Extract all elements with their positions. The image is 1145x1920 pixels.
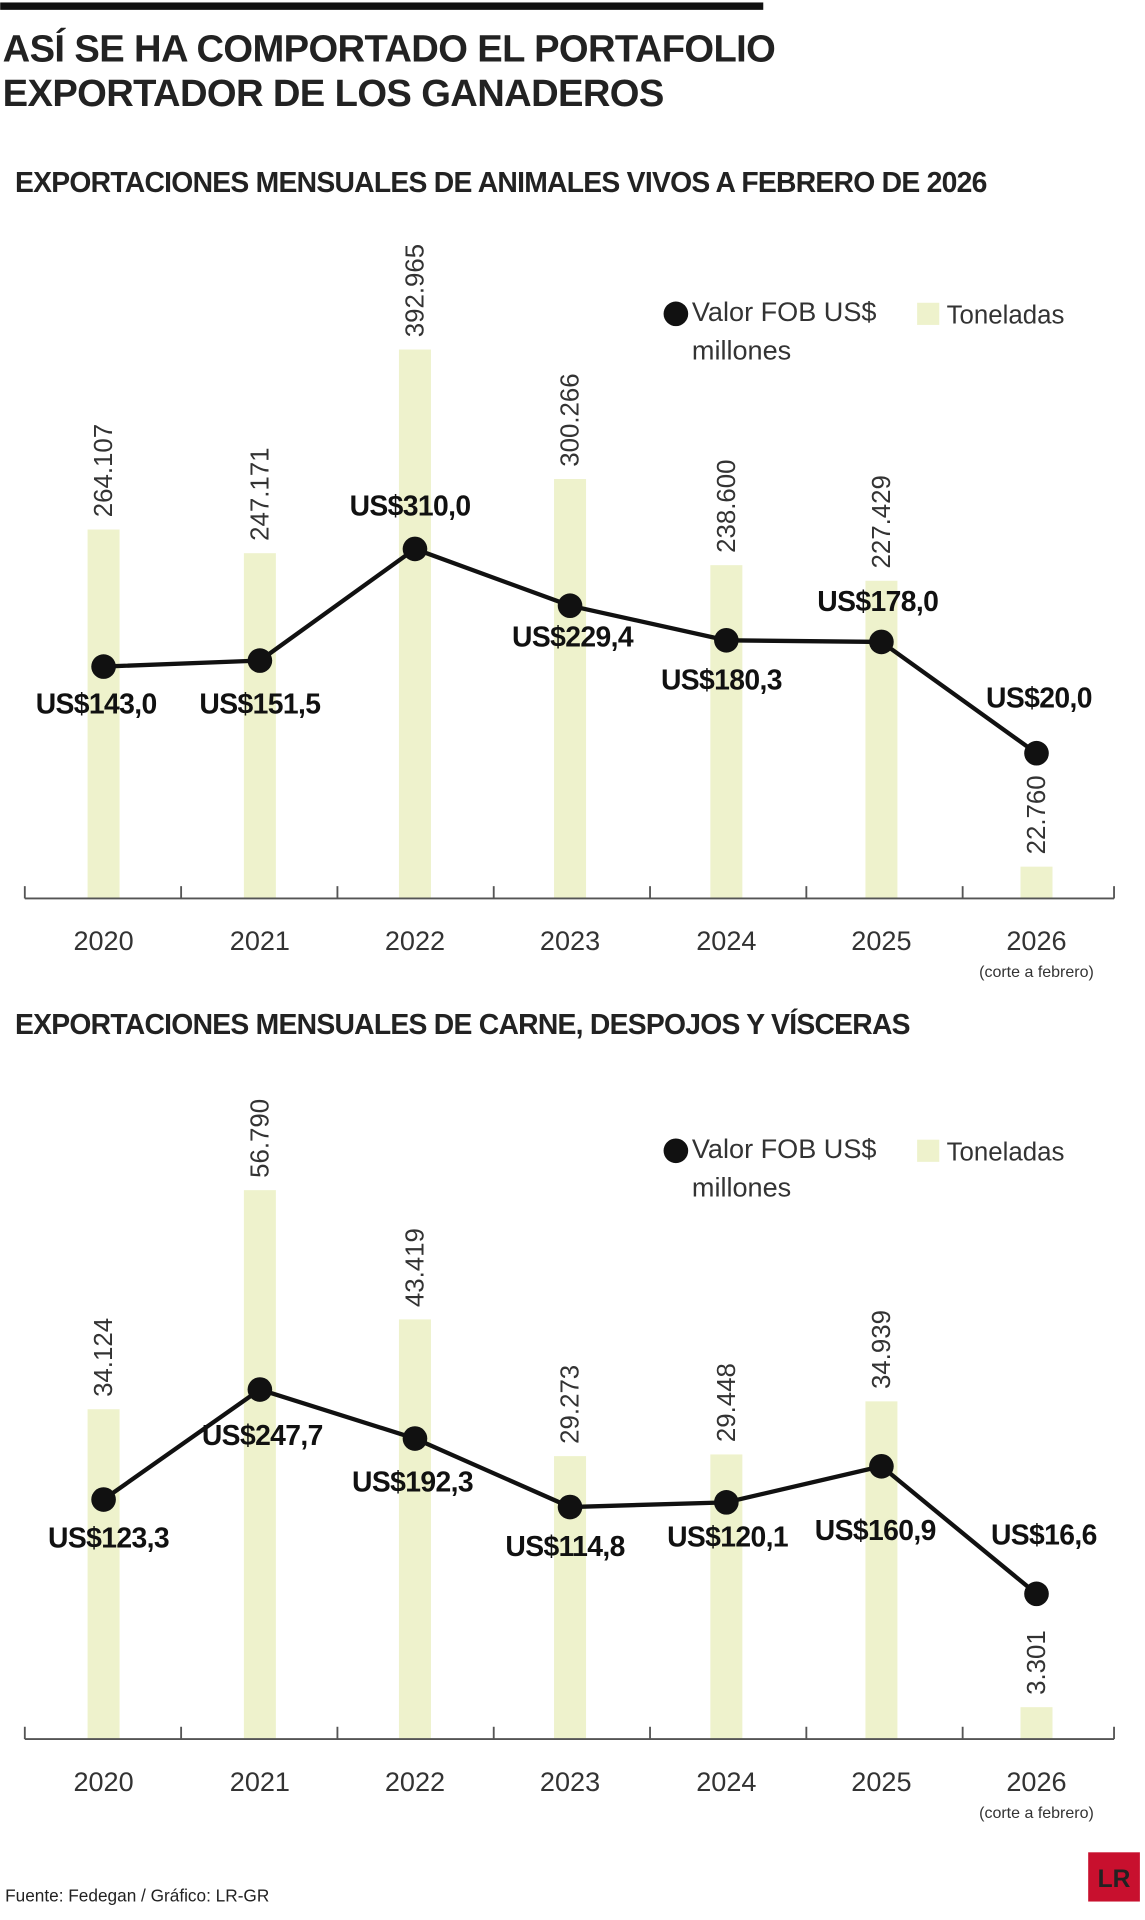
x-tick-label: 2020 bbox=[73, 925, 133, 956]
x-tick-label: 2026 bbox=[1006, 925, 1066, 956]
x-tick-label: 2022 bbox=[385, 1766, 445, 1797]
bar bbox=[87, 1409, 120, 1740]
legend-marker bbox=[663, 1138, 689, 1164]
line-point bbox=[869, 1453, 894, 1479]
line-point bbox=[557, 1494, 583, 1520]
bar-value-label: 3.301 bbox=[1023, 1630, 1051, 1695]
x-tick-label: 2026 bbox=[1006, 1766, 1066, 1797]
bar-value-label: 392.965 bbox=[402, 244, 430, 337]
bar bbox=[243, 553, 276, 899]
bar-value-label: 264.107 bbox=[90, 424, 118, 517]
line-point bbox=[247, 1377, 273, 1402]
bar-value-label: 227.429 bbox=[868, 475, 896, 568]
bar-value-label: 43.419 bbox=[402, 1228, 430, 1307]
bar-value-label: 34.124 bbox=[90, 1318, 118, 1397]
line-value-label: US$151,5 bbox=[199, 688, 320, 720]
legend-label: Valor FOB US$ millones bbox=[691, 1133, 877, 1203]
line-point bbox=[557, 593, 583, 619]
bar-value-label: 238.600 bbox=[713, 459, 741, 552]
legend-label: Valor FOB US$ millones bbox=[691, 296, 877, 366]
x-tick-label: 2023 bbox=[540, 1766, 600, 1797]
bar bbox=[1020, 866, 1053, 899]
bar bbox=[398, 1319, 431, 1740]
top-rule bbox=[0, 2, 764, 10]
bar bbox=[710, 565, 743, 899]
line-value-label: US$229,4 bbox=[512, 620, 634, 652]
legend-label: Toneladas bbox=[947, 1139, 1065, 1167]
bar-value-label: 56.790 bbox=[246, 1099, 274, 1178]
x-tick-label: 2021 bbox=[230, 1766, 290, 1797]
line-point bbox=[247, 648, 273, 673]
line-value-label: US$192,3 bbox=[352, 1465, 473, 1497]
logo-box bbox=[1088, 1852, 1140, 1902]
line-point bbox=[402, 1426, 428, 1451]
legend-marker bbox=[663, 301, 689, 327]
x-tick-label: 2025 bbox=[851, 925, 911, 956]
page-title: ASÍ SE HA COMPORTADO EL PORTAFOLIO EXPOR… bbox=[2, 27, 776, 115]
legend-marker bbox=[917, 1139, 940, 1162]
axis-note: (corte a febrero) bbox=[979, 1805, 1094, 1822]
line-value-label: US$16,6 bbox=[991, 1519, 1097, 1551]
bar-value-label: 29.273 bbox=[557, 1365, 585, 1444]
x-tick-label: 2024 bbox=[696, 925, 756, 956]
line-point bbox=[91, 654, 116, 679]
line-value-label: US$247,7 bbox=[202, 1419, 323, 1451]
x-tick-label: 2020 bbox=[73, 1766, 133, 1797]
chart-subtitle: EXPORTACIONES MENSUALES DE CARNE, DESPOJ… bbox=[15, 1008, 910, 1040]
line-point bbox=[869, 629, 894, 655]
line-value-label: US$120,1 bbox=[667, 1521, 788, 1553]
line-value-label: US$114,8 bbox=[505, 1530, 624, 1562]
chart-subtitle: EXPORTACIONES MENSUALES DE ANIMALES VIVO… bbox=[15, 166, 987, 198]
x-tick-label: 2022 bbox=[385, 925, 445, 956]
bar bbox=[1020, 1707, 1053, 1740]
x-tick-label: 2024 bbox=[696, 1766, 756, 1797]
bar bbox=[398, 349, 431, 899]
legend-marker bbox=[917, 302, 940, 325]
x-tick-label: 2021 bbox=[230, 925, 290, 956]
bar-value-label: 22.760 bbox=[1023, 775, 1051, 854]
line-point bbox=[402, 536, 428, 562]
legend-box: Valor FOB US$ millones bbox=[691, 296, 877, 366]
bar-value-label: 29.448 bbox=[713, 1363, 741, 1442]
line-value-label: US$143,0 bbox=[36, 687, 157, 719]
line-value-label: US$123,3 bbox=[48, 1522, 169, 1554]
line-value-label: US$20,0 bbox=[986, 682, 1092, 714]
bar bbox=[87, 529, 120, 899]
axis-note: (corte a febrero) bbox=[979, 964, 1094, 981]
line-value-label: US$160,9 bbox=[815, 1514, 936, 1546]
x-tick-label: 2023 bbox=[540, 925, 600, 956]
line-point bbox=[714, 627, 739, 653]
x-tick-label: 2025 bbox=[851, 1766, 911, 1797]
logo: LR bbox=[1098, 1866, 1131, 1893]
legend-box: Valor FOB US$ millones bbox=[691, 1133, 877, 1203]
line-point bbox=[1024, 740, 1049, 766]
bar-value-label: 247.171 bbox=[247, 448, 275, 541]
line-value-label: US$180,3 bbox=[661, 664, 782, 696]
bar bbox=[554, 479, 587, 899]
line-point bbox=[1024, 1581, 1049, 1607]
line-value-label: US$310,0 bbox=[350, 490, 471, 522]
line-point bbox=[91, 1487, 116, 1512]
source: Fuente: Fedegan / Gráfico: LR-GR bbox=[5, 1886, 269, 1906]
bar-value-label: 34.939 bbox=[868, 1310, 896, 1389]
line-value-label: US$178,0 bbox=[817, 585, 938, 617]
title-box: ASÍ SE HA COMPORTADO EL PORTAFOLIO EXPOR… bbox=[2, 27, 776, 115]
bar bbox=[243, 1190, 276, 1740]
bar bbox=[865, 580, 898, 899]
legend-label: Toneladas bbox=[947, 302, 1065, 330]
bar bbox=[865, 1401, 898, 1740]
bar-value-label: 300.266 bbox=[557, 373, 585, 466]
line-point bbox=[714, 1490, 739, 1515]
